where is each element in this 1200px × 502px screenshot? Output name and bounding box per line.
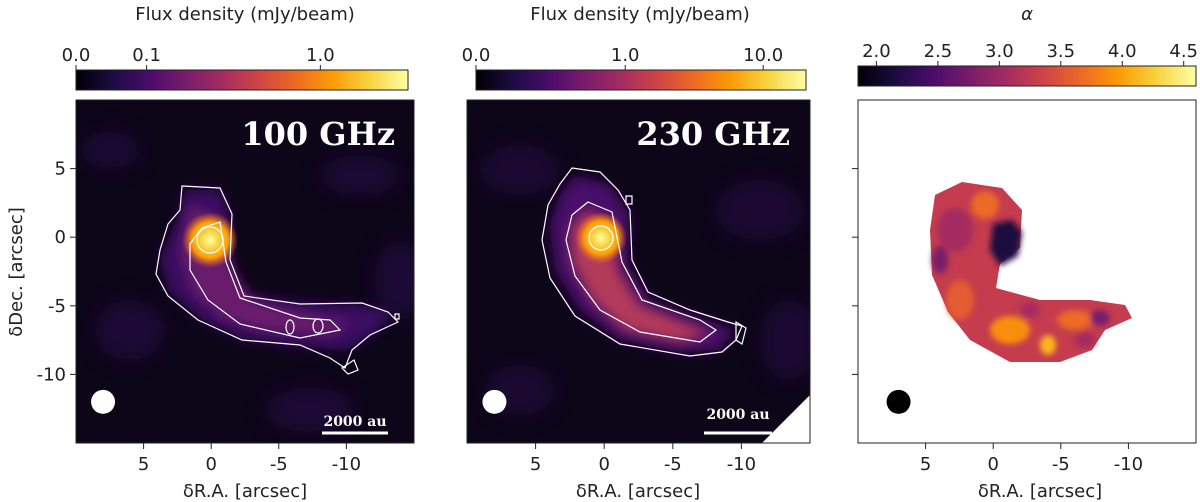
axes-frame-alpha — [857, 99, 1197, 444]
colorbar-alpha — [857, 65, 1197, 87]
panel-100ghz: Flux density (mJy/beam) 0.0 0.1 1.0 — [6, 4, 415, 502]
axes-frame-230ghz — [466, 99, 811, 444]
colorbar-tick-label-230ghz: 10.0 — [743, 45, 783, 66]
panel-spectral-index: α 2.0 2.5 3.0 3.5 4.0 4.5 — [852, 4, 1198, 502]
xlabel-alpha: δR.A. [arcsec] — [978, 481, 1102, 502]
alpha-low-region — [990, 220, 1022, 266]
band-label-100ghz: 100 GHz — [241, 115, 395, 153]
colorbar-title-100ghz: Flux density (mJy/beam) — [135, 4, 355, 25]
xtick-label-alpha: -10 — [1114, 454, 1143, 475]
colorbar-tick-label-230ghz: 0.0 — [462, 45, 491, 66]
colorbar-tick-label-100ghz: 1.0 — [306, 45, 335, 66]
colorbar-title-230ghz: Flux density (mJy/beam) — [530, 4, 750, 25]
colorbar-tick-label-alpha: 2.5 — [924, 41, 953, 62]
colorbar-tick-label-alpha: 2.0 — [862, 41, 891, 62]
ytick-label-100ghz: 0 — [55, 227, 66, 248]
colorbar-ticks-alpha: 2.0 2.5 3.0 3.5 4.0 4.5 — [862, 41, 1198, 66]
xtick-label-alpha: -5 — [1052, 454, 1070, 475]
ytick-label-100ghz: 5 — [55, 159, 66, 180]
xlabel-230ghz: δR.A. [arcsec] — [576, 481, 700, 502]
source-core-100ghz — [182, 212, 238, 268]
axes-frame-100ghz — [75, 99, 415, 444]
contour-inner-230ghz — [565, 201, 718, 343]
xtick-label-alpha: 5 — [920, 454, 931, 475]
colorbar-tick-label-alpha: 3.5 — [1046, 41, 1075, 62]
contour-outer-100ghz — [155, 185, 400, 369]
xtick-label-100ghz: -10 — [332, 454, 361, 475]
colorbar-tick-label-alpha: 3.0 — [985, 41, 1014, 62]
xtick-label-100ghz: 5 — [138, 454, 149, 475]
colorbar-230ghz — [475, 69, 807, 91]
xtick-label-100ghz: 0 — [205, 454, 216, 475]
source-core-230ghz — [575, 212, 627, 264]
band-label-230ghz: 230 GHz — [636, 115, 790, 153]
colorbar-100ghz — [75, 69, 409, 91]
ylabel-100ghz: δDec. [arcsec] — [6, 207, 27, 337]
xtick-label-230ghz: 5 — [530, 454, 541, 475]
xtick-label-230ghz: 0 — [598, 454, 609, 475]
ytick-label-100ghz: -5 — [48, 296, 66, 317]
scalebar-label-230ghz: 2000 au — [706, 407, 769, 423]
contour-inner-100ghz — [189, 221, 342, 339]
beam-marker-230ghz — [482, 389, 507, 414]
panel-230ghz: Flux density (mJy/beam) 0.0 1.0 10.0 200 — [462, 4, 811, 502]
axis-ticks-230ghz: 5 0 -5 -10 — [530, 443, 756, 475]
colorbar-tick-label-230ghz: 1.0 — [611, 45, 640, 66]
colorbar-ticks-100ghz: 0.0 0.1 1.0 — [62, 45, 335, 70]
xtick-label-230ghz: -10 — [727, 454, 756, 475]
axis-ticks-100ghz: 5 0 -5 -10 5 0 -5 -10 — [37, 159, 362, 475]
xtick-label-alpha: 0 — [987, 454, 998, 475]
map-100ghz: 2000 au 100 GHz — [76, 100, 414, 443]
colorbar-ticks-230ghz: 0.0 1.0 10.0 — [462, 45, 783, 70]
beam-marker-alpha — [886, 389, 911, 414]
map-background — [858, 100, 1196, 443]
map-spectral-index — [858, 100, 1196, 443]
colorbar-tick-label-alpha: 4.5 — [1169, 41, 1198, 62]
ytick-label-100ghz: -10 — [37, 364, 66, 385]
xtick-label-230ghz: -5 — [664, 454, 682, 475]
map-230ghz: 2000 au 230 GHz — [467, 100, 810, 443]
blank-corner-230ghz — [762, 395, 810, 443]
colorbar-tick-label-100ghz: 0.1 — [132, 45, 161, 66]
colorbar-title-alpha: α — [1021, 4, 1033, 25]
colorbar-tick-label-100ghz: 0.0 — [62, 45, 91, 66]
scalebar-label-100ghz: 2000 au — [323, 414, 386, 430]
colorbar-tick-label-alpha: 4.0 — [1108, 41, 1137, 62]
xlabel-100ghz: δR.A. [arcsec] — [183, 481, 307, 502]
beam-marker-100ghz — [91, 389, 116, 414]
axis-ticks-alpha: 5 0 -5 -10 — [852, 168, 1143, 475]
xtick-label-100ghz: -5 — [270, 454, 288, 475]
